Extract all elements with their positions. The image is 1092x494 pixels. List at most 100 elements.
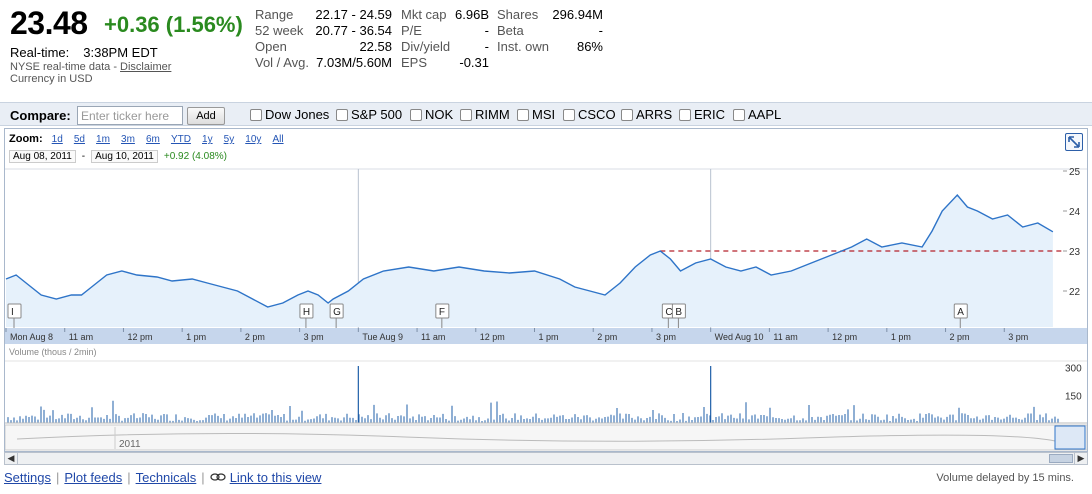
event-flag (671, 303, 686, 319)
compare-checkbox-label: RIMM (475, 107, 510, 122)
disclaimer-link[interactable]: Disclaimer (120, 61, 172, 73)
checkbox-icon[interactable] (621, 108, 633, 121)
ticker-input[interactable] (77, 106, 183, 125)
x-tick-label: 11 am (773, 332, 797, 342)
event-flag-label: G (333, 307, 341, 318)
compare-checkbox-eric[interactable]: ERIC (679, 107, 725, 122)
zoom-option-1y[interactable]: 1y (202, 134, 213, 145)
stat-row: Vol / Avg. 7.03M/5.60M (255, 55, 392, 71)
compare-label: Compare: (10, 108, 71, 123)
checkbox-icon[interactable] (410, 108, 422, 121)
range-start-date[interactable]: Aug 08, 2011 (9, 150, 76, 163)
event-flag (953, 303, 968, 319)
zoom-option-ytd[interactable]: YTD (170, 134, 191, 145)
compare-checkbox-rimm[interactable]: RIMM (460, 107, 510, 122)
scrollbar[interactable]: ◀ ▶ (4, 452, 1088, 465)
separator: | (127, 470, 131, 485)
x-tick-label: 11 am (69, 332, 93, 342)
zoom-option-6m[interactable]: 6m (145, 134, 160, 145)
compare-checkbox-sp500[interactable]: S&P 500 (336, 107, 402, 122)
volume-y-tick-label: 150 (1065, 391, 1082, 402)
zoom-option-3m[interactable]: 3m (121, 134, 135, 145)
stat-row: 52 week 20.77 - 36.54 (255, 23, 392, 39)
event-flag (299, 303, 314, 319)
price-chart[interactable]: 22 23 24 25 I H G F C B A Mon Aug 8 11 am 12 pm 1 pm 2 … (5, 129, 1087, 451)
x-tick-label: Wed Aug 10 (715, 332, 764, 342)
stats-column-1: Range 22.17 - 24.59 52 week 20.77 - 36.54 … (255, 7, 392, 71)
checkbox-icon[interactable] (517, 108, 529, 121)
stat-row: Range 22.17 - 24.59 (255, 7, 392, 23)
expand-chart-icon[interactable] (1065, 133, 1083, 151)
zoom-option-10y[interactable]: 10y (245, 134, 262, 145)
x-tick-label: 12 pm (832, 332, 857, 342)
separator: | (55, 470, 60, 485)
stat-value: - (484, 23, 489, 38)
compare-checkbox-aapl[interactable]: AAPL (733, 107, 781, 122)
x-tick-label: 2 pm (597, 332, 617, 342)
scroll-thumb[interactable] (1049, 454, 1073, 463)
navigator-year-label: 2011 (119, 439, 141, 450)
navigator-strip (5, 424, 1087, 451)
range-end-date[interactable]: Aug 10, 2011 (91, 150, 158, 163)
plot-feeds-link[interactable]: Plot feeds (64, 470, 123, 485)
x-tick-label: 2 pm (245, 332, 265, 342)
stat-value: 22.17 - 24.59 (315, 7, 392, 22)
compare-checkbox-msi[interactable]: MSI (517, 107, 555, 122)
zoom-option-5y[interactable]: 5y (223, 134, 235, 145)
zoom-option-5d[interactable]: 5d (73, 134, 85, 145)
event-flag-label: C (665, 307, 672, 318)
stat-row: Beta - (497, 23, 603, 39)
event-flag-label: B (675, 307, 682, 318)
zoom-option-1m[interactable]: 1m (96, 134, 110, 145)
y-tick-label: 25 (1069, 167, 1081, 178)
checkbox-icon[interactable] (733, 108, 745, 121)
zoom-option-all[interactable]: All (272, 134, 284, 145)
price-area (6, 195, 1053, 327)
x-tick-label: 1 pm (891, 332, 911, 342)
checkbox-icon[interactable] (336, 108, 348, 121)
compare-checkbox-label: Dow Jones (265, 107, 330, 122)
stat-key: Open (255, 39, 287, 54)
stat-key: P/E (401, 23, 422, 38)
zoom-option-1d[interactable]: 1d (51, 134, 63, 145)
navigator-line (16, 432, 1056, 442)
compare-checkbox-label: NOK (425, 107, 454, 122)
compare-bar: Compare: Add Dow Jones S&P 500 NOK RIMM … (0, 102, 1092, 126)
scroll-left-arrow-icon[interactable]: ◀ (5, 453, 18, 464)
realtime-label: Real-time: (10, 45, 70, 60)
link-to-view-link[interactable]: Link to this view (229, 470, 322, 485)
stat-row: Open 22.58 (255, 39, 392, 55)
quote-header: 23.48 +0.36 (1.56%) Real-time: 3:38PM EDT… (0, 0, 1092, 100)
compare-checkbox-arrs[interactable]: ARRS (621, 107, 672, 122)
checkbox-icon[interactable] (679, 108, 691, 121)
add-ticker-button[interactable]: Add (187, 107, 225, 125)
checkbox-icon[interactable] (460, 108, 472, 121)
x-tick-label: 12 pm (127, 332, 152, 342)
compare-checkbox-label: S&P 500 (351, 107, 403, 122)
event-flag-label: F (439, 307, 445, 318)
chart-panel: Zoom: 1d 5d 1m 3m 6m YTD 1y 5y 10y All A… (4, 128, 1088, 452)
x-tick-label: 1 pm (539, 332, 559, 342)
x-tick-label: 12 pm (480, 332, 505, 342)
stat-value: 22.58 (359, 39, 392, 54)
compare-checkbox-nok[interactable]: NOK (410, 107, 453, 122)
stat-key: Inst. own (497, 39, 550, 54)
checkbox-icon[interactable] (250, 108, 262, 121)
realtime-line: Real-time: 3:38PM EDT (10, 45, 158, 60)
checkbox-icon[interactable] (563, 108, 575, 121)
x-tick-label: 11 am (421, 332, 445, 342)
compare-checkbox-csco[interactable]: CSCO (563, 107, 616, 122)
scroll-right-arrow-icon[interactable]: ▶ (1074, 453, 1087, 464)
event-flag (329, 303, 344, 319)
stat-key: Beta (497, 23, 524, 38)
volume-y-tick-label: 300 (1065, 364, 1082, 375)
compare-checkbox-dow-jones[interactable]: Dow Jones (250, 107, 329, 122)
y-tick-label: 24 (1069, 207, 1081, 218)
compare-checkbox-label: ERIC (694, 107, 726, 122)
stat-value: -0.31 (459, 55, 489, 70)
data-source-text: NYSE real-time data - (10, 61, 121, 73)
stat-key: Shares (497, 7, 539, 22)
settings-link[interactable]: Settings (4, 470, 51, 485)
technicals-link[interactable]: Technicals (135, 470, 197, 485)
stat-key: EPS (401, 55, 428, 70)
